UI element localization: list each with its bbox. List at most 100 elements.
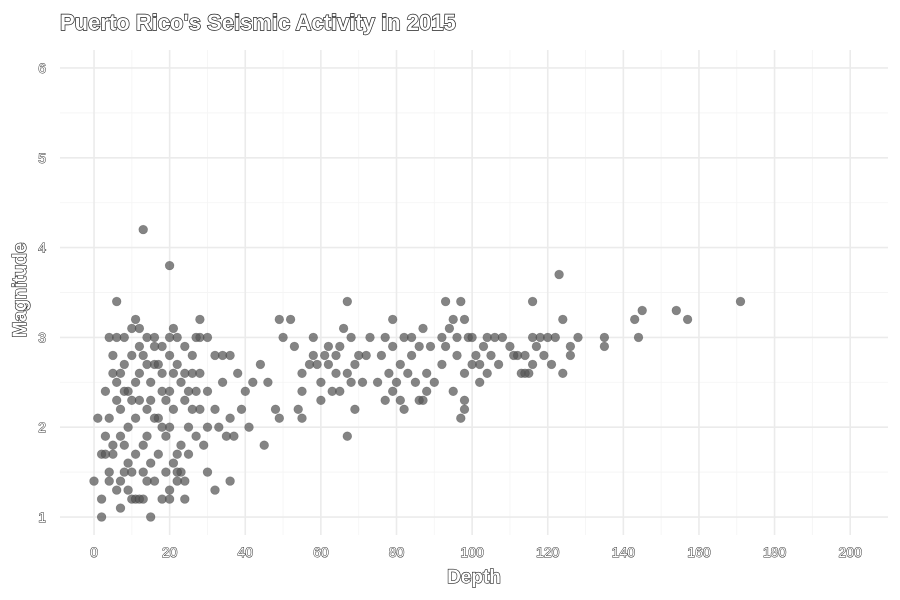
data-point [520, 368, 530, 378]
data-point [346, 332, 356, 343]
data-point [138, 224, 148, 235]
data-point [316, 377, 326, 387]
data-point [168, 368, 179, 378]
data-point [682, 314, 693, 325]
data-point [437, 332, 447, 343]
data-point [316, 395, 326, 405]
data-point [425, 341, 436, 352]
data-point [104, 413, 114, 423]
data-point [270, 404, 281, 414]
data-point [323, 359, 334, 370]
data-point [406, 332, 417, 343]
data-point [104, 467, 114, 477]
data-point [274, 314, 284, 325]
data-point [384, 368, 394, 378]
data-point [202, 422, 213, 432]
data-point [233, 368, 243, 378]
data-point [297, 386, 307, 396]
data-point [168, 458, 179, 468]
data-point [289, 341, 300, 352]
data-point [565, 350, 576, 361]
data-point [180, 368, 190, 378]
data-point [172, 359, 182, 370]
data-point [467, 359, 477, 370]
data-point [164, 494, 175, 504]
data-point [308, 332, 318, 343]
x-tick-label: 60 [313, 544, 329, 560]
data-point [130, 449, 141, 459]
data-point [482, 368, 492, 378]
data-point [111, 377, 122, 387]
x-tick-label: 180 [763, 544, 787, 560]
data-point [342, 368, 352, 378]
data-point [225, 350, 235, 361]
data-point [331, 368, 341, 378]
x-tick-label: 100 [460, 544, 484, 560]
data-point [452, 332, 462, 343]
data-point [395, 359, 405, 370]
data-point [180, 494, 190, 504]
data-point [108, 350, 118, 361]
data-point [558, 368, 568, 378]
data-point [142, 404, 152, 414]
data-point [138, 467, 148, 477]
data-point [263, 377, 273, 387]
data-point [558, 314, 568, 325]
data-point [225, 413, 235, 423]
data-point [471, 350, 481, 361]
data-point [142, 359, 152, 370]
data-point [248, 377, 258, 387]
data-point [111, 395, 122, 405]
data-point [161, 395, 171, 405]
data-point [142, 431, 152, 441]
data-point [168, 404, 179, 414]
data-point [342, 431, 352, 441]
data-point [93, 413, 103, 423]
data-point [342, 296, 352, 307]
data-point [115, 476, 126, 486]
y-tick-label: 1 [38, 509, 46, 525]
data-point [157, 422, 167, 432]
data-point [123, 485, 133, 495]
data-point [180, 341, 190, 352]
data-point [123, 458, 133, 468]
data-point [380, 332, 390, 343]
data-point [100, 431, 111, 441]
chart-title: Puerto Rico's Seismic Activity in 2015 [60, 10, 456, 35]
data-point [134, 368, 145, 378]
data-point [202, 332, 213, 343]
data-point [350, 359, 360, 370]
data-point [429, 377, 439, 387]
data-point [89, 476, 99, 486]
data-point [199, 440, 209, 450]
data-point [346, 377, 356, 387]
data-point [153, 449, 164, 459]
data-point [164, 386, 175, 396]
data-point [153, 359, 164, 370]
data-point [497, 332, 508, 343]
data-point [633, 332, 644, 343]
data-point [671, 305, 681, 316]
data-point [146, 458, 156, 468]
data-point [100, 386, 111, 396]
data-point [134, 341, 145, 352]
data-point [475, 377, 485, 387]
data-point [229, 431, 239, 441]
plot-grid [60, 50, 888, 535]
data-point [127, 467, 137, 477]
data-point [214, 422, 224, 432]
data-point [546, 359, 557, 370]
data-point [418, 323, 428, 334]
data-point [96, 512, 107, 522]
data-point [452, 350, 462, 361]
data-point [164, 350, 175, 361]
data-point [486, 350, 496, 361]
scatter-points [89, 224, 746, 522]
data-point [111, 296, 122, 307]
data-point [119, 359, 130, 370]
data-point [146, 377, 156, 387]
data-point [172, 449, 182, 459]
data-point [187, 350, 198, 361]
data-point [357, 377, 368, 387]
